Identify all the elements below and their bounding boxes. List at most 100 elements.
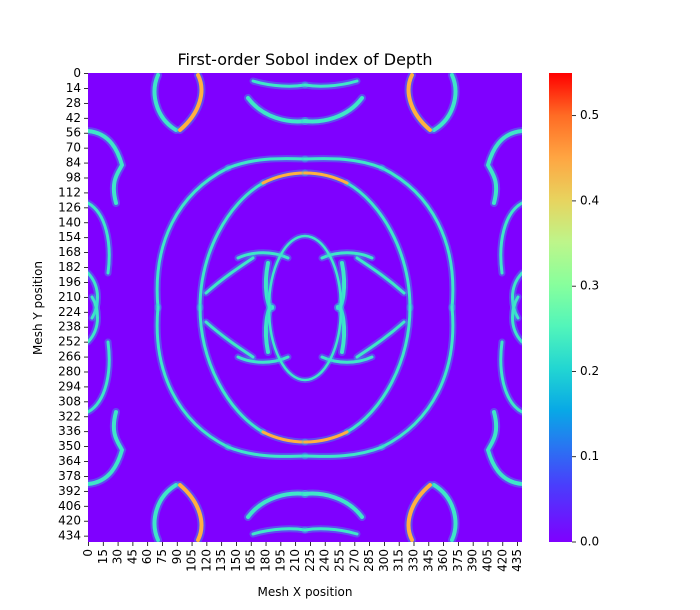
ridge-line: [88, 410, 125, 486]
x-tick-label: 435: [510, 549, 524, 572]
ridge-line: [303, 430, 349, 444]
ridge-line: [511, 271, 522, 320]
y-tick-label: 168: [58, 245, 81, 259]
ridge-line: [355, 320, 406, 359]
x-tick-label: 105: [185, 549, 199, 572]
ridge-line: [432, 73, 458, 132]
ridge-mirror: [430, 481, 460, 542]
y-axis-label: Mesh Y position: [31, 261, 45, 355]
ridge-mirror: [343, 179, 414, 312]
x-tick-label: 240: [318, 549, 332, 572]
x-tick-label: 60: [140, 549, 154, 564]
x-tick-label: 345: [421, 549, 435, 572]
y-tick-label: 84: [66, 156, 81, 170]
ridge-mirror: [244, 489, 309, 521]
heatmap-area: [88, 73, 522, 542]
ridge-mirror: [483, 408, 522, 488]
colorbar-gradient: [549, 73, 572, 542]
y-tick-label: 28: [66, 96, 81, 110]
ridge-mirror: [497, 199, 522, 277]
ridge-line: [336, 305, 347, 354]
ridge-line: [88, 129, 125, 205]
ridge-mirror: [301, 489, 366, 521]
x-tick-label: 75: [155, 549, 169, 564]
ridge-line: [88, 271, 99, 320]
ridge-line: [406, 73, 432, 132]
colorbar: 0.0 0.1 0.2 0.3 0.4 0.5: [549, 73, 599, 549]
y-tick-label: 238: [58, 320, 81, 334]
x-tick-label: 180: [259, 549, 273, 572]
x-tick-label: 210: [288, 549, 302, 572]
y-tick-label: 196: [58, 275, 81, 289]
ridge-line: [251, 79, 307, 88]
ridge-line: [204, 320, 255, 359]
x-tick-label: 420: [495, 549, 509, 572]
x-axis-label: Mesh X position: [258, 585, 353, 599]
ridge-mirror: [497, 338, 522, 416]
x-tick-label: 120: [199, 549, 213, 572]
x-tick-label: 225: [303, 549, 317, 572]
ridge-mirror: [378, 164, 457, 312]
ridge-mirror: [483, 127, 522, 207]
ridge-line: [261, 171, 307, 185]
ridge-mirror: [301, 155, 386, 172]
colorbar-tick-label: 0.2: [580, 364, 599, 378]
colorbar-tick-label: 0.1: [580, 449, 599, 463]
ridge-line: [236, 355, 290, 364]
ridge-mirror: [249, 525, 309, 538]
ridge-line: [320, 355, 374, 364]
ridge-mirror: [378, 303, 457, 451]
ridge-mirror: [301, 77, 361, 90]
ridge-mirror: [430, 73, 460, 134]
ridge-mirror: [153, 303, 232, 451]
x-tick-label: 15: [96, 549, 110, 564]
y-tick-label: 224: [58, 305, 81, 319]
y-tick-label: 140: [58, 215, 81, 229]
colorbar-tick-label: 0.5: [580, 108, 599, 122]
ridge-line: [320, 251, 374, 260]
y-tick-label: 434: [58, 529, 81, 543]
ridge-line: [246, 491, 307, 519]
y-tick-label: 364: [58, 454, 81, 468]
ridge-mirror: [509, 269, 522, 322]
ridge-mirror: [301, 94, 366, 126]
ridge-mirror: [301, 428, 351, 446]
ridge-line: [246, 96, 307, 124]
x-tick-label: 195: [273, 549, 287, 572]
ridge-mirror: [343, 303, 414, 436]
ridge-line: [345, 181, 412, 310]
chart-title: First-order Sobol index of Depth: [177, 50, 432, 69]
ridge-line: [152, 73, 178, 132]
ridge-line: [485, 410, 522, 486]
colorbar-tick-label: 0.0: [580, 535, 599, 549]
x-tick-label: 135: [214, 549, 228, 572]
x-axis-ticks: 0 15 30 45 60 75 90 105 120 135 150 165 180 195 210 225…: [81, 542, 524, 572]
x-tick-label: 405: [480, 549, 494, 572]
colorbar-tick-label: 0.3: [580, 279, 599, 293]
ridge-line: [178, 73, 204, 132]
ridge-mirror: [261, 303, 276, 356]
ridge-line: [261, 430, 307, 444]
y-tick-label: 42: [66, 111, 81, 125]
ridge-mirror: [88, 408, 127, 488]
ridge-line: [155, 305, 230, 449]
ridge-mirror: [404, 481, 434, 542]
y-tick-label: 14: [66, 81, 81, 95]
y-tick-label: 308: [58, 394, 81, 408]
y-tick-label: 98: [66, 170, 81, 184]
ridge-mirror: [353, 318, 408, 361]
ridge-mirror: [509, 293, 522, 346]
y-tick-label: 266: [58, 350, 81, 364]
y-tick-label: 70: [66, 141, 81, 155]
colorbar-ticks: 0.0 0.1 0.2 0.3 0.4 0.5: [572, 108, 599, 549]
ridge-line: [88, 295, 99, 344]
ridge-mirror: [259, 428, 309, 446]
ridge-line: [204, 256, 255, 295]
ridge-line: [236, 251, 290, 260]
ridge-line: [303, 445, 384, 458]
x-tick-label: 300: [377, 549, 391, 572]
y-tick-label: 350: [58, 439, 81, 453]
x-tick-label: 165: [244, 549, 258, 572]
x-tick-label: 315: [392, 549, 406, 572]
ridge-mirror: [404, 73, 434, 134]
